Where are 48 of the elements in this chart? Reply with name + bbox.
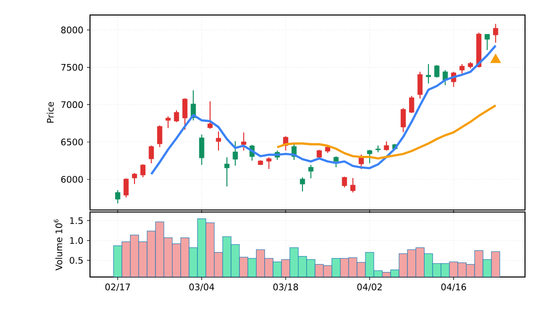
x-tick-label: 02/17 (105, 284, 130, 292)
candlestick (300, 176, 306, 192)
candlestick (157, 124, 162, 148)
candlestick (400, 108, 406, 133)
candlestick (174, 110, 180, 123)
candlestick (132, 172, 138, 185)
y-tick-label: 7500 (61, 64, 83, 71)
candlestick (124, 178, 129, 198)
x-tick-label: 03/04 (189, 284, 214, 292)
y-tick-label: 0.5 (70, 256, 83, 264)
candlestick (199, 134, 204, 166)
candlestick (417, 71, 423, 100)
candlestick (308, 164, 314, 179)
y-tick-label: 6500 (61, 138, 83, 146)
candlestick (434, 64, 440, 78)
candlestick (208, 100, 213, 130)
candlestick (224, 156, 230, 187)
candlestick (182, 98, 188, 130)
y-tick-label: 8000 (61, 26, 83, 34)
candlestick (334, 156, 339, 168)
y-tick-label: 1.0 (70, 237, 83, 244)
candlestick (358, 154, 364, 170)
candlestick (367, 149, 372, 164)
candlestick (459, 64, 465, 74)
x-tick-label: 03/18 (273, 284, 298, 292)
candlestick (166, 116, 171, 129)
x-tick-label: 04/16 (441, 284, 466, 292)
x-tick-label: 04/02 (357, 284, 382, 292)
candlestick (140, 164, 146, 178)
candlestick (384, 140, 389, 152)
candlestick (493, 23, 498, 44)
candlestick (484, 33, 490, 51)
candlestick (442, 70, 448, 86)
candlestick (216, 130, 222, 152)
candlestick (409, 95, 414, 114)
y-tick-label: 1.5 (70, 217, 83, 224)
candlestick (266, 156, 272, 170)
candlestick (148, 145, 154, 164)
candlestick (350, 178, 356, 193)
candlestick (342, 176, 348, 188)
candlestick (232, 140, 238, 166)
y-axis-title: Volume 10$^{6}$ (54, 219, 62, 270)
y-tick-label: 7000 (61, 101, 83, 108)
candlestick (241, 132, 246, 152)
candlestick (426, 64, 431, 84)
candlestick (115, 190, 120, 204)
y-axis-title: Price (46, 102, 54, 123)
y-tick-label: 6000 (61, 176, 83, 183)
